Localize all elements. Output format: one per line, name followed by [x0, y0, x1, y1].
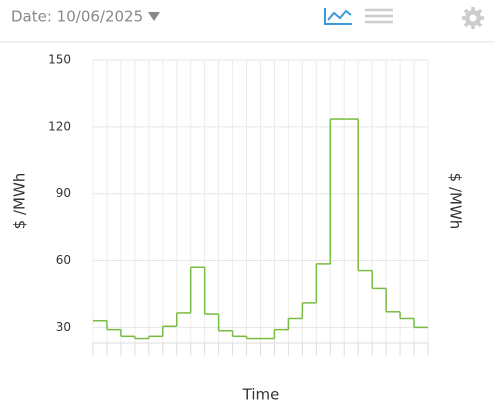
table-view-icon[interactable] [365, 8, 393, 24]
y-tick-label: 120 [48, 119, 71, 133]
y-tick-label: 60 [56, 253, 71, 267]
y-tick-label: 150 [48, 53, 71, 67]
y-tick-label: 90 [56, 186, 71, 200]
x-axis-title: Time [242, 386, 280, 404]
settings-icon[interactable] [462, 7, 484, 29]
y-tick-label: 30 [56, 320, 71, 334]
dropdown-arrow[interactable] [148, 12, 160, 21]
y2-axis-title: $ /MWh [447, 173, 465, 230]
y-axis-title: $ /MWh [11, 173, 29, 230]
chart-view-icon[interactable] [324, 8, 352, 25]
date-selector[interactable]: Date: 10/06/2025 [11, 8, 143, 26]
plot: 30 60 90 120 150 [48, 53, 429, 356]
